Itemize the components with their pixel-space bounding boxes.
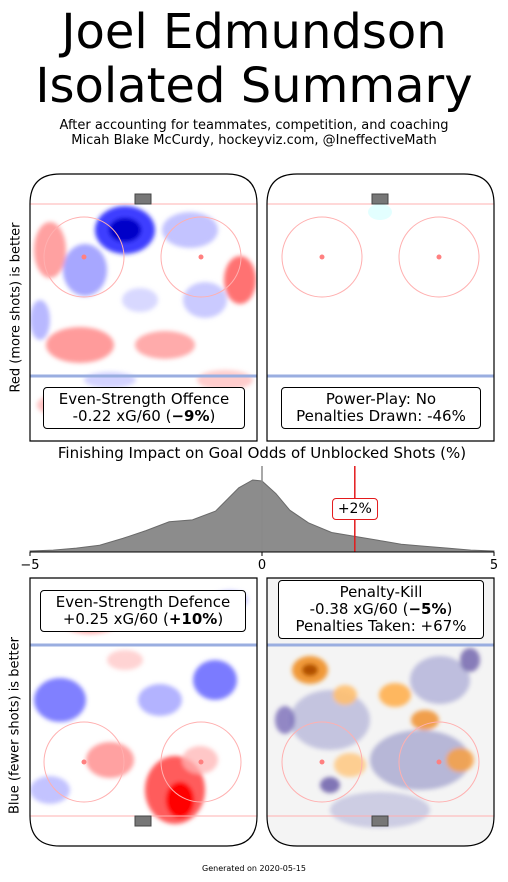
pk-label: Penalty-Kill -0.38 xG/60 (−5%) Penalties… — [278, 580, 484, 639]
es-defence-line1: Even-Strength Defence — [55, 593, 231, 611]
footer: Generated on 2020-05-15 — [202, 864, 306, 873]
es-offence-line1: Even-Strength Offence — [58, 390, 230, 408]
es-defence-rink-outline — [29, 577, 258, 847]
y-label-bottom: Blue (fewer shots) is better — [7, 637, 23, 814]
title-line-2: Isolated Summary — [35, 58, 473, 114]
pp-label: Power-Play: No Penalties Drawn: -46% — [281, 387, 481, 429]
x-tick-label: 0 — [257, 558, 267, 573]
es-offence-line2: -0.22 xG/60 (−9%) — [72, 407, 216, 425]
title-line-1: Joel Edmundson — [61, 4, 447, 60]
subtitle-line-2: Micah Blake McCurdy, hockeyviz.com, @Ine… — [71, 133, 437, 148]
pp-line1: Power-Play: No — [325, 390, 437, 408]
x-tick-label: 5 — [489, 558, 499, 573]
pk-net-icon — [371, 815, 389, 827]
pp-net-icon — [371, 193, 389, 205]
y-label-top: Red (more shots) is better — [8, 222, 24, 393]
es-offence-label: Even-Strength Offence -0.22 xG/60 (−9%) — [43, 387, 245, 429]
subtitle-line-1: After accounting for teammates, competit… — [59, 118, 449, 133]
pp-line2: Penalties Drawn: -46% — [296, 407, 466, 425]
es-defence-line2: +0.25 xG/60 (+10%) — [62, 610, 224, 628]
pk-line3: Penalties Taken: +67% — [295, 617, 467, 635]
x-tick-label: −5 — [20, 558, 40, 573]
pk-line2: -0.38 xG/60 (−5%) — [309, 600, 453, 618]
pk-rink-outline — [266, 577, 495, 847]
pp-rink-outline — [266, 173, 495, 442]
finishing-density-chart — [29, 466, 495, 556]
pk-line1: Penalty-Kill — [339, 583, 423, 601]
finishing-marker-label: +2% — [331, 498, 378, 520]
es-offence-rink-outline — [29, 173, 258, 442]
es-defence-label: Even-Strength Defence +0.25 xG/60 (+10%) — [40, 590, 246, 632]
es-defence-net-icon — [134, 815, 152, 827]
finishing-title: Finishing Impact on Goal Odds of Unblock… — [57, 444, 467, 462]
es-offence-net-icon — [134, 193, 152, 205]
